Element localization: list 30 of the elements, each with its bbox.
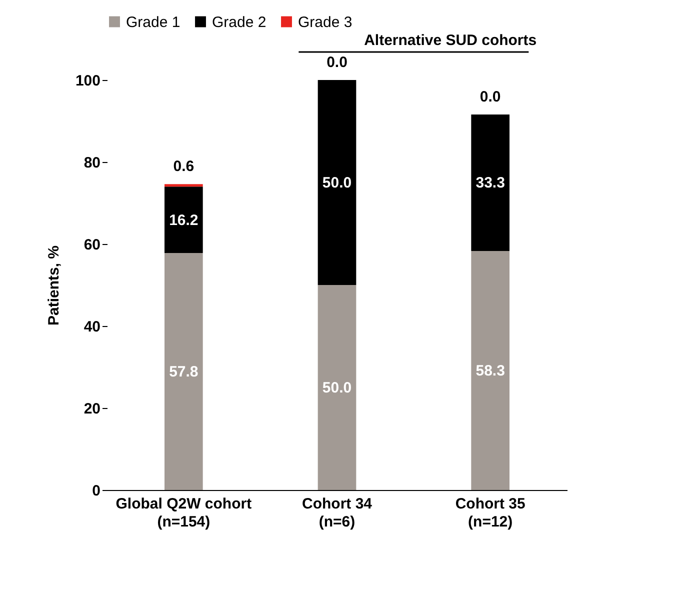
data-label: 50.0 <box>322 380 352 396</box>
bar <box>318 80 356 285</box>
data-label: 57.8 <box>169 364 198 381</box>
data-label: 33.3 <box>476 174 505 192</box>
bar <box>318 285 356 490</box>
data-label: 0.0 <box>326 54 348 71</box>
y-tick-label: 0 <box>92 482 100 500</box>
x-tick-label: Cohort 34 (n=6) <box>302 496 373 530</box>
y-tick-label: 40 <box>84 318 100 336</box>
data-label: 0.0 <box>480 88 501 106</box>
bar <box>164 184 203 187</box>
data-label: 0.6 <box>173 158 194 176</box>
y-tick-label: 20 <box>84 400 100 418</box>
bar <box>164 186 203 254</box>
legend-label: Grade 2 <box>212 14 266 31</box>
legend-label: Grade 3 <box>298 14 352 31</box>
x-tick-label: Cohort 35 (n=12) <box>455 496 526 530</box>
x-tick-label: Global Q2W cohort (n=154) <box>116 496 252 530</box>
bar <box>164 253 203 490</box>
legend-label: Grade 1 <box>126 14 180 31</box>
data-label: 50.0 <box>322 174 352 192</box>
data-label: 58.3 <box>476 362 505 380</box>
y-tick-label: 80 <box>84 154 100 172</box>
text: Alternative SUD cohorts <box>364 32 537 49</box>
data-label: 16.2 <box>169 212 198 229</box>
bar <box>471 250 510 490</box>
y-tick-label: 60 <box>84 236 100 254</box>
y-axis-title: Patients, % <box>45 245 62 326</box>
y-tick-label: 100 <box>75 72 100 90</box>
bar <box>471 114 510 251</box>
